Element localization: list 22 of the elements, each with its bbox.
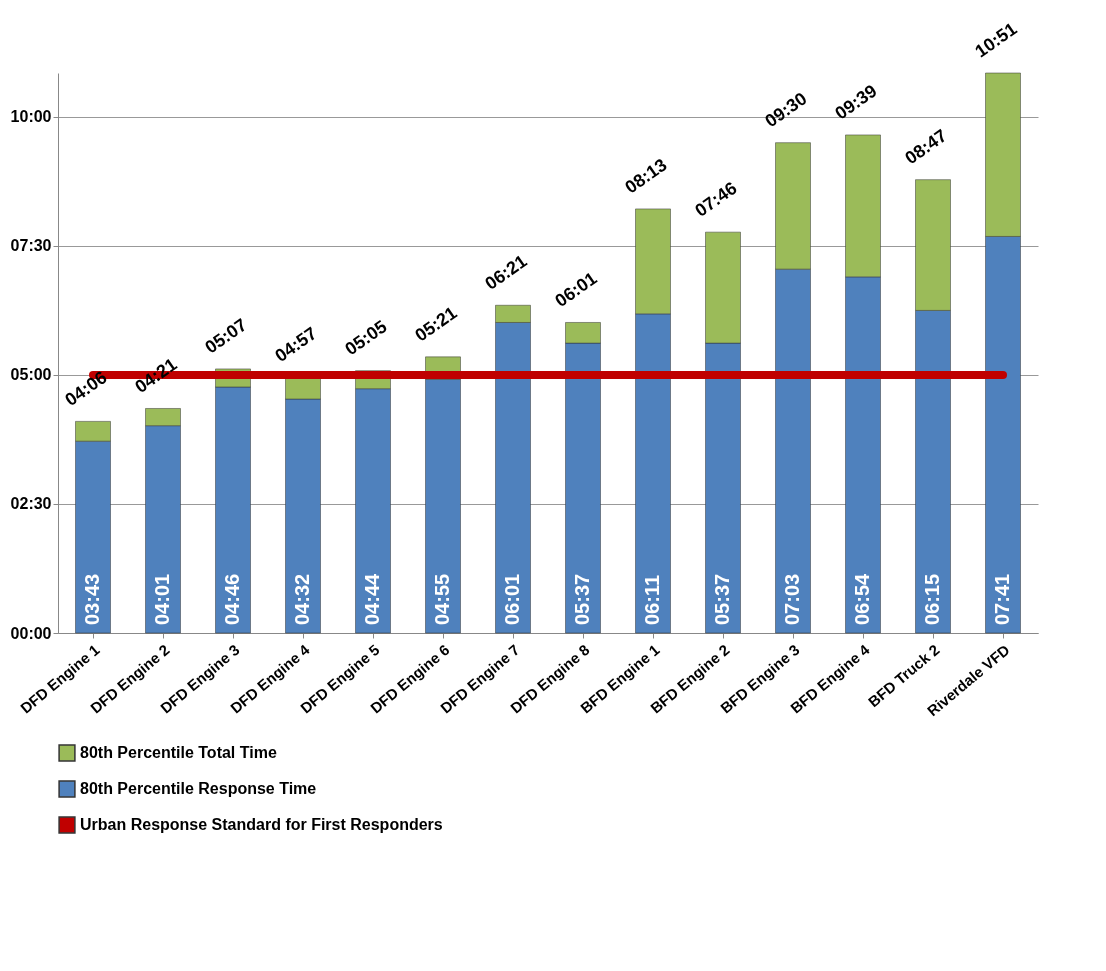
y-tick-label: 10:00	[10, 108, 52, 126]
y-tick-label: 02:30	[10, 495, 52, 513]
data-label: 04:01	[151, 573, 173, 625]
data-label: 05:37	[571, 573, 593, 625]
data-label: 06:11	[641, 574, 663, 625]
legend-label: Urban Response Standard for First Responders	[80, 816, 443, 833]
data-label: 04:46	[221, 573, 243, 625]
data-label: 06:01	[501, 573, 523, 625]
data-label: 06:54	[851, 572, 873, 625]
data-label: 04:32	[291, 573, 313, 625]
legend-label: 80th Percentile Response Time	[80, 780, 317, 797]
data-label: 06:15	[921, 573, 943, 625]
data-label: 07:03	[781, 573, 803, 625]
data-label: 04:44	[361, 572, 383, 625]
y-tick-label: 05:00	[10, 366, 52, 384]
y-tick-label: 00:00	[10, 624, 52, 642]
data-label: 05:37	[711, 573, 733, 625]
legend-label: 80th Percentile Total Time	[80, 744, 277, 761]
data-label: 04:55	[431, 573, 453, 625]
data-label: 03:43	[81, 573, 103, 625]
y-tick-label: 07:30	[10, 237, 52, 255]
data-label: 07:41	[991, 573, 1013, 625]
